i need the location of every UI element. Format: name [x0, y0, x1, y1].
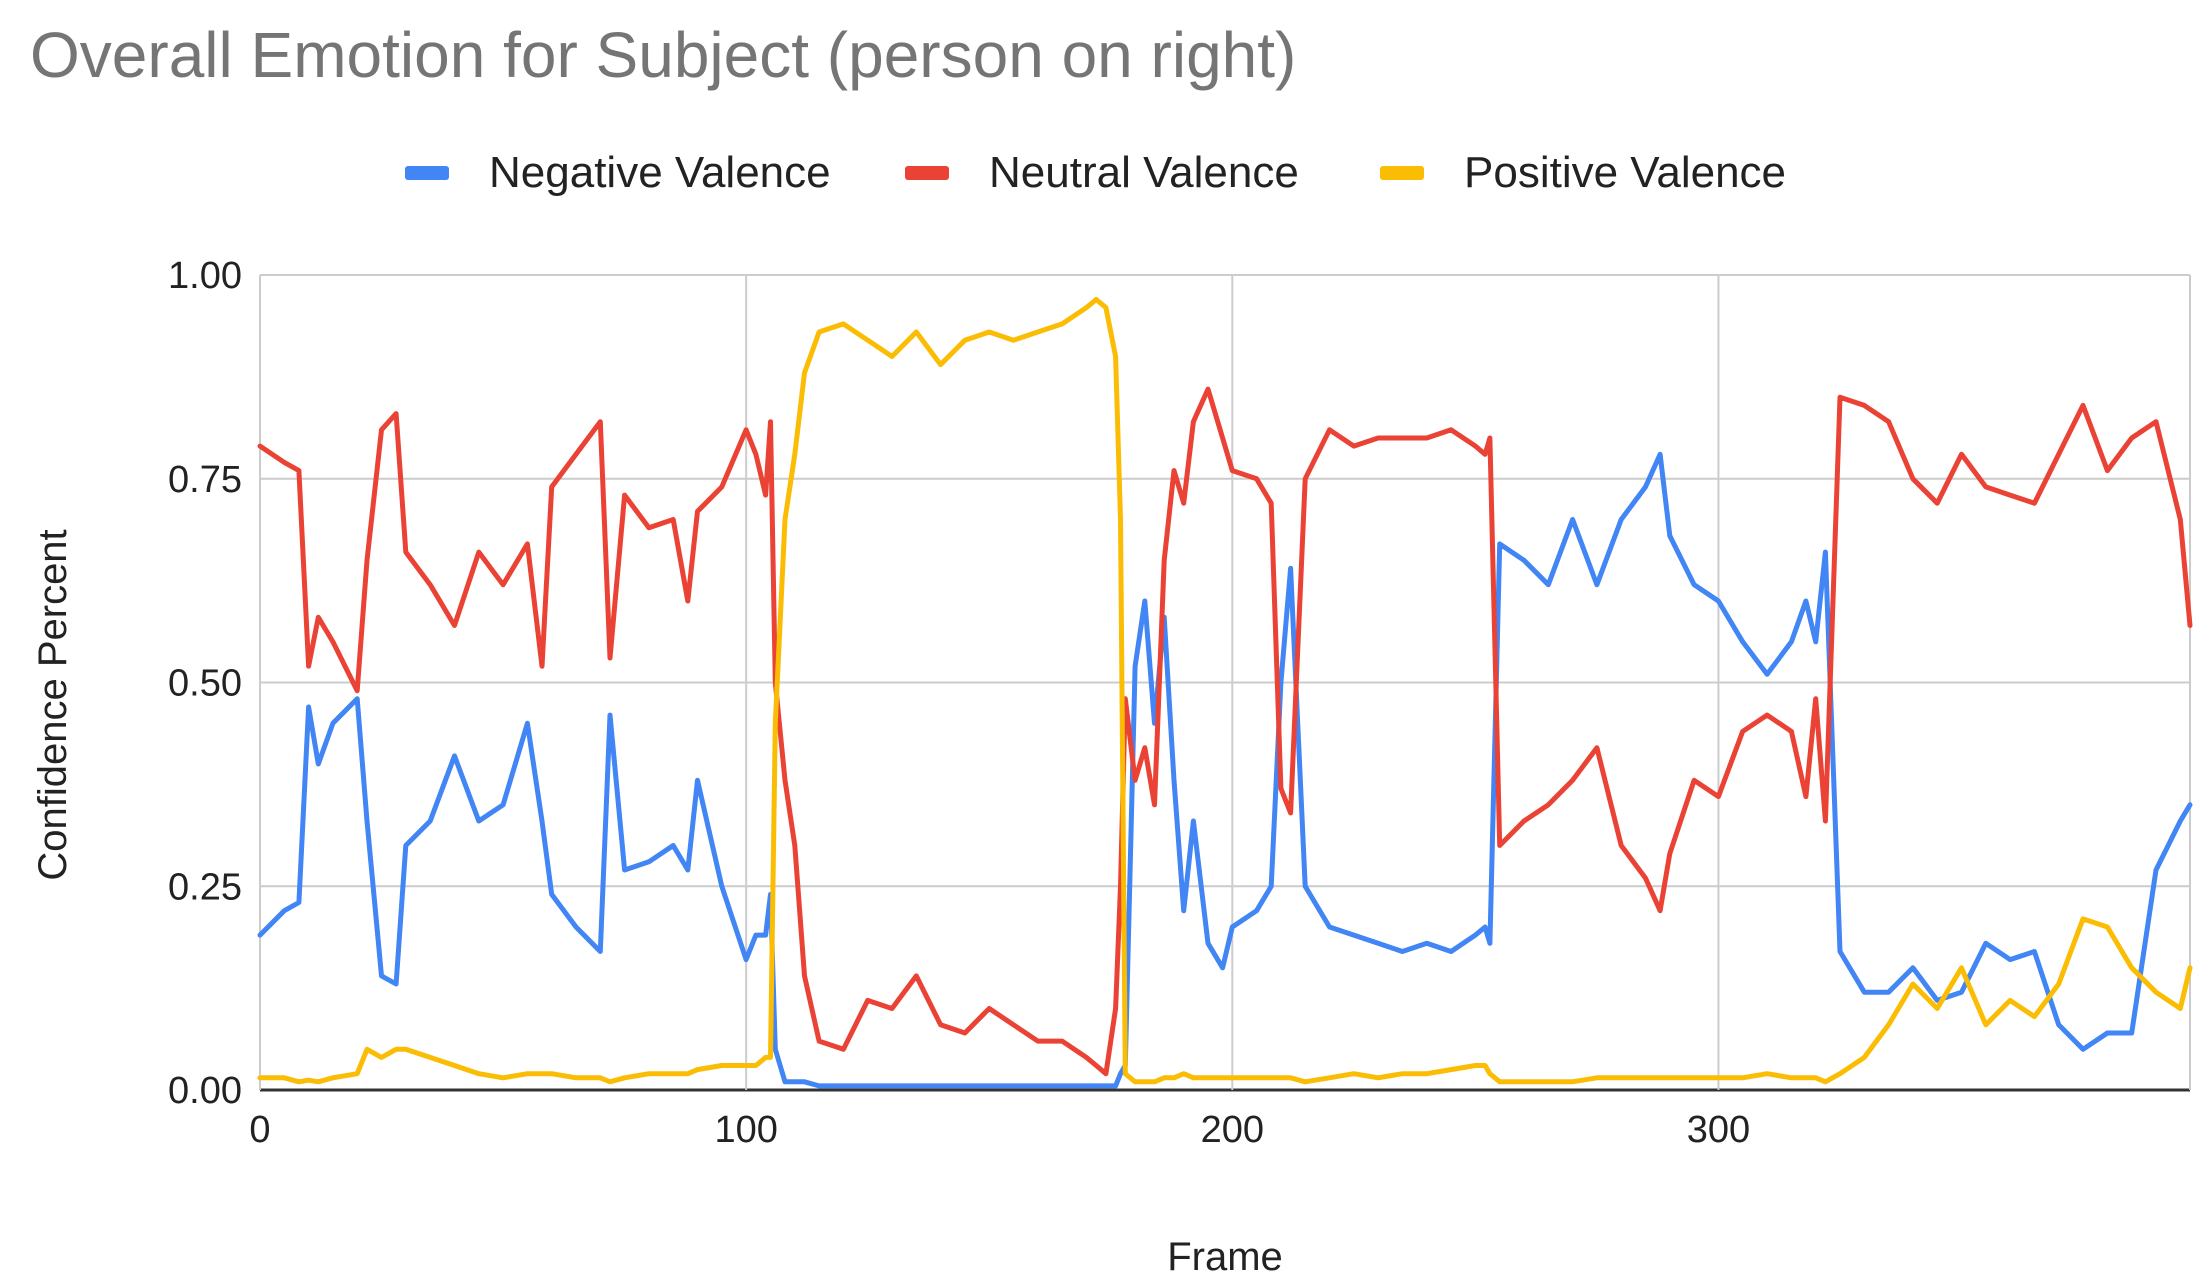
- x-tick-label: 100: [714, 1109, 777, 1151]
- legend-label-positive: Positive Valence: [1464, 148, 1787, 197]
- legend: Negative Valence Neutral Valence Positiv…: [0, 148, 2212, 198]
- tick-labels: 0.00 0.25 0.50 0.75 1.00 0 100 200 300: [168, 255, 1750, 1151]
- legend-item-positive[interactable]: Positive Valence: [1380, 148, 1786, 198]
- y-tick-label: 1.00: [168, 255, 242, 297]
- y-tick-label: 0.75: [168, 459, 242, 501]
- x-axis-title: Frame: [1167, 1235, 1283, 1279]
- series-line-negative-valence[interactable]: [257, 451, 2193, 1089]
- legend-swatch-neutral: [905, 166, 949, 180]
- series-lines: [257, 297, 2193, 1089]
- legend-item-negative[interactable]: Negative Valence: [405, 148, 831, 198]
- y-tick-label: 0.00: [168, 1070, 242, 1112]
- y-tick-label: 0.25: [168, 866, 242, 908]
- series-line-positive-valence[interactable]: [257, 297, 2193, 1085]
- legend-label-negative: Negative Valence: [489, 148, 831, 197]
- gridlines: [259, 274, 2191, 1092]
- legend-swatch-negative: [405, 166, 449, 180]
- y-axis-title: Confidence Percent: [31, 529, 75, 880]
- legend-item-neutral[interactable]: Neutral Valence: [905, 148, 1299, 198]
- series-line-neutral-valence[interactable]: [257, 386, 2193, 1077]
- x-tick-label: 200: [1201, 1109, 1264, 1151]
- legend-label-neutral: Neutral Valence: [989, 148, 1299, 197]
- chart-title: Overall Emotion for Subject (person on r…: [30, 19, 1297, 91]
- y-tick-label: 0.50: [168, 663, 242, 705]
- legend-swatch-positive: [1380, 166, 1424, 180]
- x-tick-label: 300: [1687, 1109, 1750, 1151]
- x-tick-label: 0: [249, 1109, 270, 1151]
